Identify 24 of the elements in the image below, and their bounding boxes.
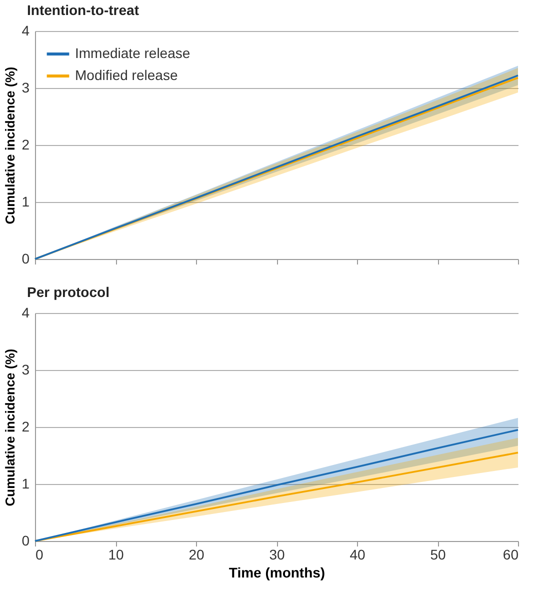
- x-tick-label: 20: [188, 546, 204, 562]
- legend-label: Immediate release: [75, 45, 190, 61]
- chart-title: Per protocol: [27, 284, 110, 300]
- y-tick-label: 1: [22, 476, 30, 492]
- y-tick-label: 2: [22, 136, 30, 152]
- x-tick-label: 60: [502, 546, 519, 562]
- y-tick-label: 4: [22, 304, 30, 320]
- y-tick-label: 0: [22, 250, 30, 266]
- y-tick-label: 0: [22, 532, 30, 548]
- legend-label: Modified release: [75, 67, 178, 83]
- x-tick-label: 50: [430, 546, 446, 562]
- y-tick-label: 2: [22, 418, 30, 434]
- x-tick-label: 40: [350, 546, 366, 562]
- y-tick-label: 3: [22, 80, 30, 96]
- y-tick-label: 3: [22, 362, 30, 378]
- x-tick-label: 10: [108, 546, 124, 562]
- chart-title: Intention-to-treat: [27, 2, 140, 18]
- y-tick-label: 1: [22, 194, 30, 210]
- y-axis-title: Cumulative incidence (%): [2, 66, 18, 224]
- x-tick-label: 30: [269, 546, 285, 562]
- y-tick-label: 4: [22, 22, 30, 38]
- x-axis-title: Time (months): [228, 564, 326, 580]
- y-axis-title: Cumulative incidence (%): [2, 348, 18, 506]
- x-tick-label: 0: [36, 546, 44, 562]
